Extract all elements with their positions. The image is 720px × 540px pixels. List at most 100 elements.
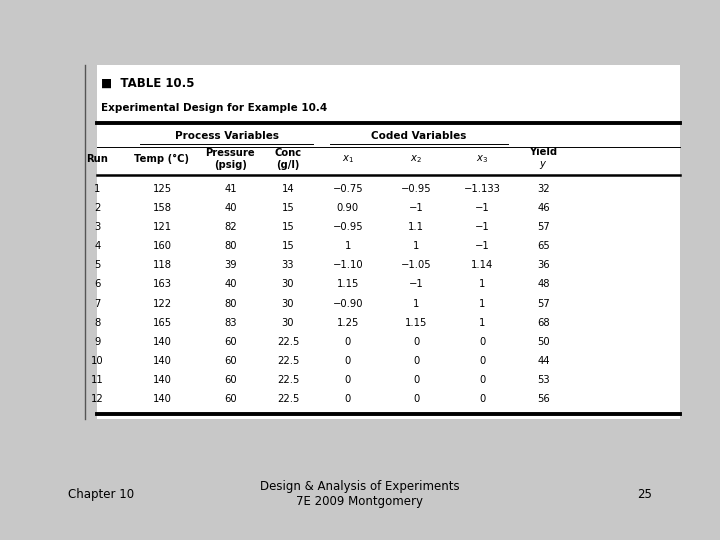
Text: 15: 15	[282, 241, 294, 251]
Text: 14: 14	[282, 184, 294, 194]
Text: Chapter 10: Chapter 10	[68, 488, 135, 501]
Text: 0: 0	[480, 337, 485, 347]
Text: 140: 140	[153, 356, 171, 366]
Text: 1.14: 1.14	[472, 260, 493, 271]
Text: 60: 60	[224, 375, 237, 385]
Text: Coded Variables: Coded Variables	[371, 131, 467, 141]
Text: 46: 46	[537, 203, 550, 213]
Text: 50: 50	[537, 337, 550, 347]
Text: −1.133: −1.133	[464, 184, 501, 194]
Text: 118: 118	[153, 260, 171, 271]
Text: −1: −1	[475, 222, 490, 232]
Text: 9: 9	[94, 337, 100, 347]
Text: −1: −1	[475, 241, 490, 251]
Text: 80: 80	[224, 299, 237, 308]
Text: 1: 1	[413, 299, 419, 308]
Text: 22.5: 22.5	[276, 375, 300, 385]
Text: 0.90: 0.90	[337, 203, 359, 213]
Text: 1: 1	[345, 241, 351, 251]
Text: 0: 0	[413, 394, 419, 404]
Text: Design & Analysis of Experiments
7E 2009 Montgomery: Design & Analysis of Experiments 7E 2009…	[260, 480, 460, 508]
Text: 32: 32	[537, 184, 550, 194]
Text: Yield
$y$: Yield $y$	[529, 147, 558, 171]
Text: 11: 11	[91, 375, 104, 385]
Text: −1.10: −1.10	[333, 260, 363, 271]
Text: 39: 39	[224, 260, 237, 271]
Text: 80: 80	[224, 241, 237, 251]
Text: 1.15: 1.15	[336, 280, 359, 289]
Text: $x_1$: $x_1$	[342, 153, 354, 165]
Text: 15: 15	[282, 203, 294, 213]
Text: 56: 56	[537, 394, 550, 404]
Text: 25: 25	[636, 488, 652, 501]
Text: −1.05: −1.05	[401, 260, 431, 271]
Text: 158: 158	[153, 203, 171, 213]
Text: 5: 5	[94, 260, 100, 271]
Text: 44: 44	[537, 356, 550, 366]
Text: 40: 40	[224, 203, 237, 213]
Text: $x_3$: $x_3$	[477, 153, 488, 165]
Text: Run: Run	[86, 154, 108, 164]
Text: 57: 57	[537, 299, 550, 308]
Text: 7: 7	[94, 299, 100, 308]
Text: 60: 60	[224, 356, 237, 366]
Text: −1: −1	[409, 280, 423, 289]
Text: 60: 60	[224, 394, 237, 404]
Text: 60: 60	[224, 337, 237, 347]
Text: $x_2$: $x_2$	[410, 153, 422, 165]
Text: 57: 57	[537, 222, 550, 232]
Text: 65: 65	[537, 241, 550, 251]
Text: 83: 83	[224, 318, 237, 328]
Text: 10: 10	[91, 356, 104, 366]
Text: 140: 140	[153, 375, 171, 385]
Text: Conc
(g/l): Conc (g/l)	[274, 148, 302, 170]
Text: 2: 2	[94, 203, 100, 213]
Text: 165: 165	[153, 318, 171, 328]
Text: 68: 68	[537, 318, 550, 328]
Text: 1: 1	[480, 299, 485, 308]
Text: 22.5: 22.5	[276, 337, 300, 347]
Text: 0: 0	[480, 356, 485, 366]
Text: −0.95: −0.95	[401, 184, 431, 194]
Text: 122: 122	[153, 299, 171, 308]
Text: 140: 140	[153, 337, 171, 347]
Text: Pressure
(psig): Pressure (psig)	[206, 148, 255, 170]
Text: 40: 40	[224, 280, 237, 289]
Text: 140: 140	[153, 394, 171, 404]
Text: 30: 30	[282, 299, 294, 308]
Text: 48: 48	[537, 280, 550, 289]
Text: 1.25: 1.25	[336, 318, 359, 328]
Text: Process Variables: Process Variables	[175, 131, 279, 141]
Text: 125: 125	[153, 184, 171, 194]
Text: 0: 0	[345, 337, 351, 347]
Text: −0.90: −0.90	[333, 299, 363, 308]
Text: 1.1: 1.1	[408, 222, 424, 232]
Text: 22.5: 22.5	[276, 356, 300, 366]
Text: 41: 41	[224, 184, 237, 194]
Text: 36: 36	[537, 260, 550, 271]
Text: −0.95: −0.95	[333, 222, 363, 232]
Text: −1: −1	[475, 203, 490, 213]
Text: 6: 6	[94, 280, 100, 289]
Text: ■  TABLE 10.5: ■ TABLE 10.5	[101, 77, 194, 90]
Text: 82: 82	[224, 222, 237, 232]
Text: Experimental Design for Example 10.4: Experimental Design for Example 10.4	[101, 103, 327, 113]
Text: 121: 121	[153, 222, 171, 232]
Text: 1.15: 1.15	[405, 318, 428, 328]
Text: 160: 160	[153, 241, 171, 251]
Text: 1: 1	[413, 241, 419, 251]
Text: 1: 1	[480, 280, 485, 289]
Text: −0.75: −0.75	[333, 184, 363, 194]
Text: 3: 3	[94, 222, 100, 232]
Text: 22.5: 22.5	[276, 394, 300, 404]
Text: 15: 15	[282, 222, 294, 232]
Text: 1: 1	[94, 184, 100, 194]
Text: 0: 0	[345, 394, 351, 404]
Text: −1: −1	[409, 203, 423, 213]
Text: 163: 163	[153, 280, 171, 289]
Text: Temp (°C): Temp (°C)	[135, 154, 189, 164]
Text: 30: 30	[282, 280, 294, 289]
Text: 0: 0	[413, 375, 419, 385]
Text: 0: 0	[345, 375, 351, 385]
Text: 33: 33	[282, 260, 294, 271]
